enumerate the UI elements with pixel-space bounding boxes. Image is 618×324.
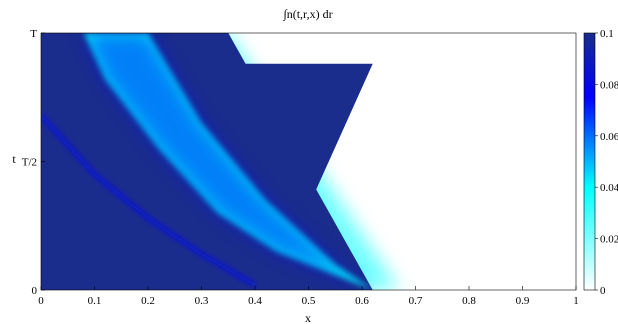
- colorbar-tick-label: 0.04: [600, 182, 618, 194]
- y-axis-label: t: [12, 152, 16, 166]
- x-tick-label: 0.7: [409, 295, 423, 307]
- heatmap-field: [41, 33, 400, 290]
- x-axis-ticks: 0 0.1 0.2 0.3 0.4 0.5 0.6 0.7 0.8 0.9 1: [38, 286, 579, 307]
- x-tick-label: 0.8: [462, 295, 476, 307]
- x-tick-label: 0.2: [141, 295, 155, 307]
- colorbar-tick-label: 0.08: [600, 79, 618, 91]
- colorbar: [583, 32, 596, 291]
- upper-wedge-blue: [83, 33, 373, 290]
- x-tick-label: 0: [38, 295, 44, 307]
- colorbar-tick-label: 0.06: [600, 131, 618, 143]
- colorbar-tick-label: 0.1: [600, 28, 614, 40]
- colorbar-tick-label: 0.02: [600, 234, 618, 246]
- chart-title: ∫n(t,r,x) dr: [282, 7, 332, 21]
- y-tick-label: 0: [32, 285, 38, 297]
- colorbar-tick-label: 0: [600, 285, 606, 297]
- y-tick-label: T: [30, 28, 37, 40]
- lower-boundary-line: [41, 114, 256, 287]
- y-axis-ticks: 0 T/2 T: [22, 28, 45, 297]
- y-tick-label: T/2: [22, 157, 37, 169]
- colorbar-ticks: 0 0.02 0.04 0.06 0.08 0.1: [595, 28, 618, 297]
- x-tick-label: 0.5: [302, 295, 316, 307]
- x-tick-label: 0.9: [516, 295, 530, 307]
- x-tick-label: 0.4: [248, 295, 262, 307]
- x-tick-label: 0.3: [195, 295, 209, 307]
- x-tick-label: 0.1: [88, 295, 102, 307]
- x-tick-label: 1: [573, 295, 579, 307]
- x-tick-label: 0.6: [355, 295, 369, 307]
- x-axis-label: x: [305, 311, 311, 324]
